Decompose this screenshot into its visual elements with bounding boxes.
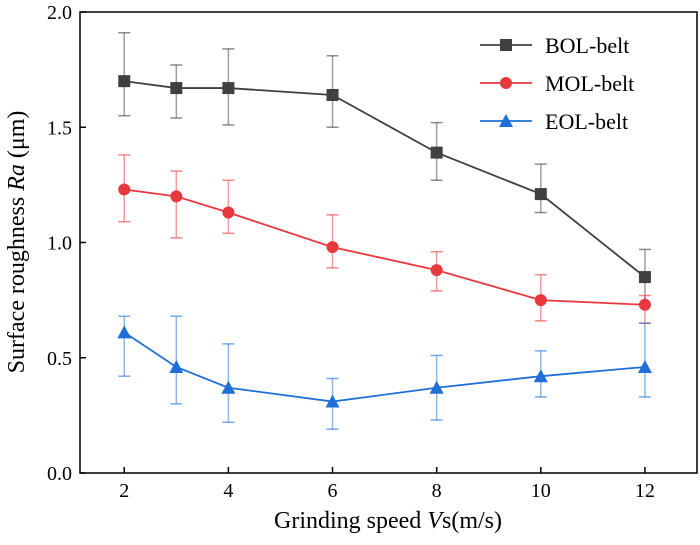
y-tick-label: 1.0 bbox=[47, 233, 72, 255]
data-point bbox=[534, 188, 547, 201]
data-point bbox=[117, 325, 132, 339]
data-point bbox=[430, 146, 443, 159]
x-tick-label: 8 bbox=[432, 480, 442, 502]
legend-label: MOL-belt bbox=[545, 71, 634, 96]
legend-label: BOL-belt bbox=[545, 33, 629, 58]
data-point bbox=[429, 380, 444, 394]
x-tick-label: 10 bbox=[531, 480, 551, 502]
data-point bbox=[118, 75, 131, 88]
series-MOL-belt bbox=[118, 154, 651, 324]
data-point bbox=[430, 264, 443, 277]
x-tick-label: 12 bbox=[635, 480, 655, 502]
x-tick-label: 2 bbox=[119, 480, 129, 502]
data-point bbox=[222, 206, 235, 219]
y-axis-label: Surface roughness Ra (μm) bbox=[4, 111, 30, 374]
x-tick-label: 6 bbox=[328, 480, 338, 502]
x-axis-label: Grinding speed Vs(m/s) bbox=[274, 508, 502, 534]
data-point bbox=[326, 241, 339, 254]
data-point bbox=[222, 82, 235, 95]
data-point bbox=[118, 183, 131, 196]
data-point bbox=[326, 88, 339, 101]
legend-marker bbox=[500, 39, 512, 51]
x-axis-label-part: s(m/s) bbox=[442, 508, 502, 534]
data-point bbox=[637, 359, 652, 373]
data-point bbox=[170, 190, 183, 203]
y-tick-label: 0.5 bbox=[47, 348, 72, 370]
legend-label: EOL-belt bbox=[545, 109, 628, 134]
legend-marker bbox=[500, 77, 512, 89]
y-tick-label: 2.0 bbox=[47, 2, 72, 24]
legend: BOL-belt MOL-belt EOL-belt bbox=[480, 33, 634, 134]
series-BOL-belt bbox=[118, 31, 651, 306]
data-point bbox=[533, 369, 548, 383]
x-axis-label-part: Grinding speed bbox=[274, 508, 427, 534]
y-tick-label: 1.5 bbox=[47, 117, 72, 139]
data-point bbox=[170, 82, 183, 95]
series-line bbox=[123, 331, 646, 403]
data-point bbox=[325, 394, 340, 408]
y-axis-label-italic: Ra bbox=[4, 164, 30, 192]
data-point bbox=[638, 298, 651, 311]
y-axis-label-part: (μm) bbox=[4, 111, 30, 165]
series-EOL-belt bbox=[117, 315, 652, 430]
y-tick-label: 0.0 bbox=[47, 463, 72, 485]
legend-marker bbox=[499, 114, 513, 127]
data-point bbox=[221, 380, 236, 394]
data-point bbox=[169, 359, 184, 373]
data-point bbox=[638, 271, 651, 284]
x-axis-label-italic: V bbox=[427, 508, 444, 534]
y-axis-label-part: Surface roughness bbox=[4, 191, 30, 374]
data-point bbox=[534, 294, 547, 307]
series-line bbox=[124, 188, 645, 306]
x-tick-label: 4 bbox=[223, 480, 233, 502]
